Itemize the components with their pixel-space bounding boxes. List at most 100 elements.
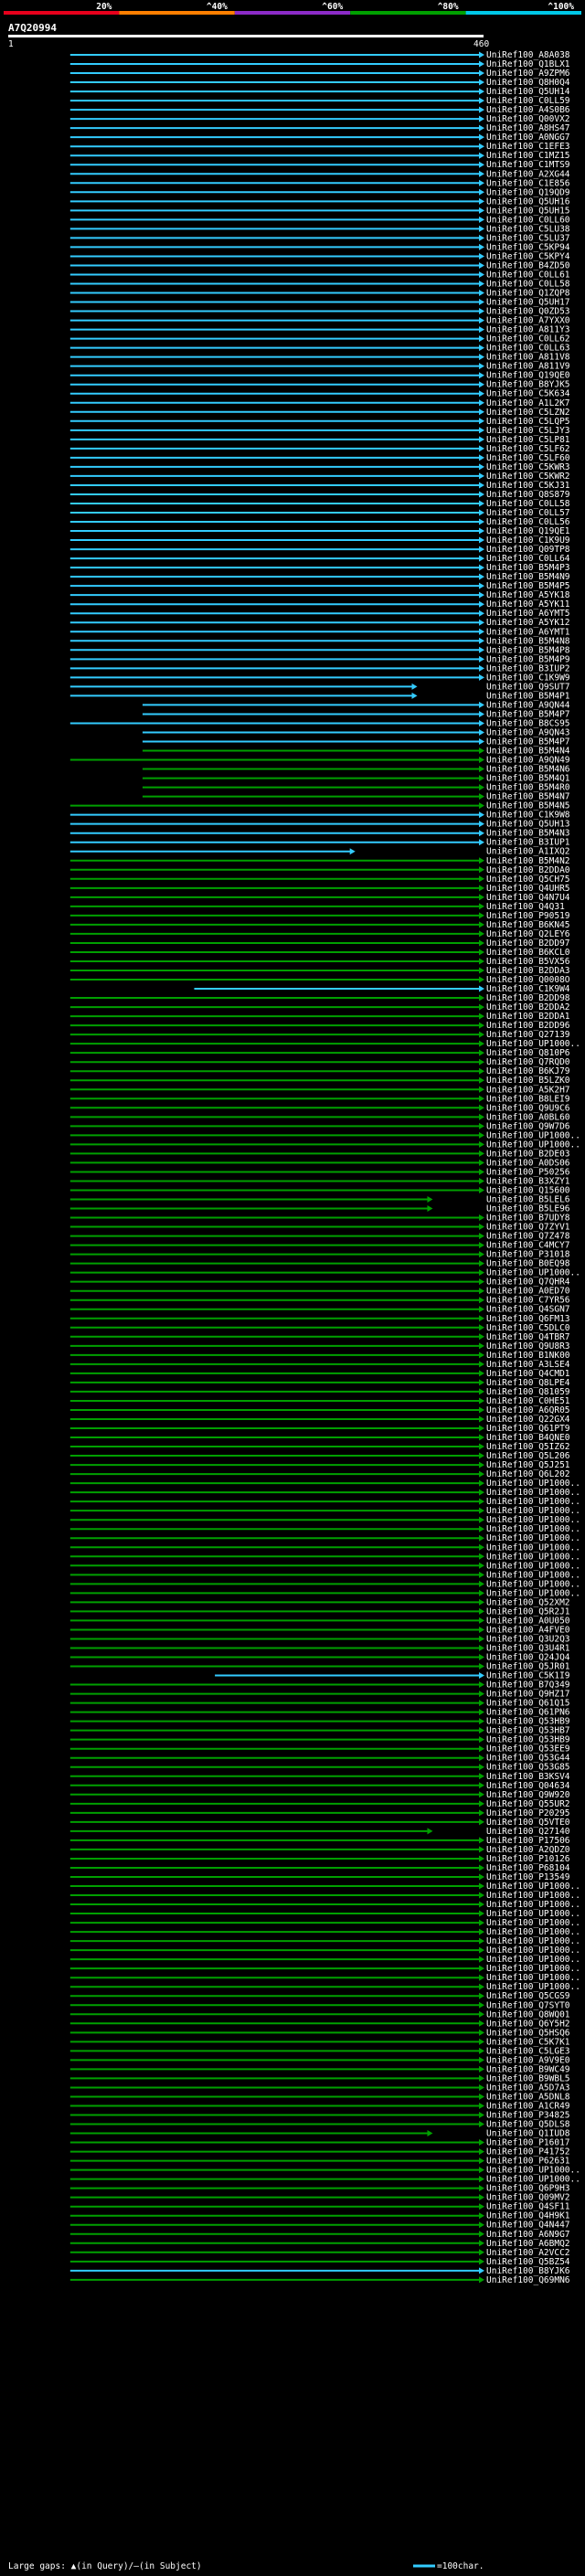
hit-label[interactable]: UniRef100_C1E856 xyxy=(486,178,570,188)
hit-label[interactable]: UniRef100_A5YK18 xyxy=(486,590,570,600)
hit-row[interactable]: UniRef100_Q5UH14 xyxy=(69,87,570,97)
hit-label[interactable]: UniRef100_Q52XM2 xyxy=(486,1597,570,1607)
hit-row[interactable]: UniRef100_UP1000.. xyxy=(69,1552,580,1562)
hit-label[interactable]: UniRef100_Q0ZD53 xyxy=(486,307,570,317)
hit-label[interactable]: UniRef100_P13549 xyxy=(486,1872,570,1882)
hit-label[interactable]: UniRef100_C5KWR3 xyxy=(486,462,570,472)
hit-label[interactable]: UniRef100_P10126 xyxy=(486,1854,570,1864)
hit-label[interactable]: UniRef100_Q27140 xyxy=(486,1827,570,1837)
hit-label[interactable]: UniRef100_UP1000.. xyxy=(486,1936,580,1946)
hit-row[interactable]: UniRef100_UP1000.. xyxy=(69,1515,580,1525)
hit-label[interactable]: UniRef100_Q9U9C6 xyxy=(486,1103,570,1113)
hit-label[interactable]: UniRef100_UP1000.. xyxy=(486,1561,580,1571)
hit-row[interactable]: UniRef100_Q4SF11 xyxy=(69,2202,570,2212)
hit-row[interactable]: UniRef100_UP1000.. xyxy=(69,1882,580,1892)
hit-row[interactable]: UniRef100_B5M4N3 xyxy=(69,829,570,839)
hit-row[interactable]: UniRef100_Q53HB9 xyxy=(69,1717,570,1727)
hit-row[interactable]: UniRef100_A0DS06 xyxy=(69,1158,570,1168)
hit-label[interactable]: UniRef100_B5VX56 xyxy=(486,957,570,967)
hit-label[interactable]: UniRef100_C5DLC0 xyxy=(486,1323,570,1333)
hit-label[interactable]: UniRef100_A9QN49 xyxy=(486,756,570,766)
hit-row[interactable]: UniRef100_P68104 xyxy=(69,1863,570,1873)
hit-label[interactable]: UniRef100_B9WC49 xyxy=(486,2064,570,2074)
hit-label[interactable]: UniRef100_A0ED70 xyxy=(486,1287,570,1297)
hit-label[interactable]: UniRef100_A1CR49 xyxy=(486,2101,570,2111)
hit-row[interactable]: UniRef100_B8YJK5 xyxy=(69,380,570,390)
hit-row[interactable]: UniRef100_Q53G85 xyxy=(69,1763,570,1773)
hit-label[interactable]: UniRef100_Q19QD9 xyxy=(486,187,570,197)
hit-row[interactable]: UniRef100_B5M4N8 xyxy=(69,636,570,646)
hit-label[interactable]: UniRef100_C5K1I9 xyxy=(486,1671,570,1681)
hit-row[interactable]: UniRef100_C5KPY4 xyxy=(69,251,570,261)
hit-label[interactable]: UniRef100_Q3U2Q3 xyxy=(486,1634,570,1644)
hit-label[interactable]: UniRef100_B2DE03 xyxy=(486,1149,570,1159)
hit-row[interactable]: UniRef100_A4S0B6 xyxy=(69,105,570,115)
hit-row[interactable]: UniRef100_Q61PN6 xyxy=(69,1708,570,1718)
hit-label[interactable]: UniRef100_Q3U4R1 xyxy=(486,1643,570,1653)
hit-row[interactable]: UniRef100_P20295 xyxy=(69,1808,570,1818)
hit-label[interactable]: UniRef100_A9ZPM6 xyxy=(486,69,570,79)
hit-label[interactable]: UniRef100_A4S0B6 xyxy=(486,105,570,115)
hit-label[interactable]: UniRef100_Q9W7D6 xyxy=(486,1121,570,1131)
hit-row[interactable]: UniRef100_Q27140 xyxy=(69,1827,570,1837)
hit-row[interactable]: UniRef100_Q6FM13 xyxy=(69,1314,570,1324)
hit-row[interactable]: UniRef100_Q9U9C6 xyxy=(69,1103,570,1113)
hit-label[interactable]: UniRef100_UP1000.. xyxy=(486,1130,580,1140)
hit-row[interactable]: UniRef100_Q8H0Q4 xyxy=(69,78,570,88)
hit-row[interactable]: UniRef100_A0ED70 xyxy=(69,1287,570,1297)
hit-row[interactable]: UniRef100_A7YXX0 xyxy=(69,316,570,326)
hit-label[interactable]: UniRef100_C1MZ15 xyxy=(486,151,570,161)
hit-row[interactable]: UniRef100_Q1ZQP8 xyxy=(69,289,570,299)
hit-row[interactable]: UniRef100_Q4TBR7 xyxy=(69,1332,570,1342)
hit-row[interactable]: UniRef100_A6QR05 xyxy=(69,1405,570,1415)
hit-row[interactable]: UniRef100_C0LL63 xyxy=(69,344,570,354)
hit-row[interactable]: UniRef100_Q6Y5H2 xyxy=(69,2019,570,2029)
hit-row[interactable]: UniRef100_B5LE96 xyxy=(69,1204,570,1214)
hit-label[interactable]: UniRef100_Q53HB9 xyxy=(486,1735,570,1745)
hit-row[interactable]: UniRef100_B2DD98 xyxy=(69,993,570,1003)
hit-row[interactable]: UniRef100_A6BMQ2 xyxy=(69,2239,570,2249)
hit-row[interactable]: UniRef100_Q8WQ01 xyxy=(69,2009,570,2019)
hit-row[interactable]: UniRef100_P50256 xyxy=(69,1167,570,1177)
hit-row[interactable]: UniRef100_UP1000.. xyxy=(69,1506,580,1516)
hit-row[interactable]: UniRef100_A6YMT1 xyxy=(69,627,570,637)
hit-label[interactable]: UniRef100_UP1000.. xyxy=(486,1488,580,1498)
hit-label[interactable]: UniRef100_P90519 xyxy=(486,911,570,921)
hit-label[interactable]: UniRef100_UP1000.. xyxy=(486,1497,580,1507)
hit-label[interactable]: UniRef100_A9QN43 xyxy=(486,727,570,737)
hit-label[interactable]: UniRef100_UP1000.. xyxy=(486,1964,580,1974)
hit-row[interactable]: UniRef100_Q5VTE0 xyxy=(69,1818,570,1828)
hit-row[interactable]: UniRef100_A4FVE0 xyxy=(69,1625,570,1635)
hit-row[interactable]: UniRef100_Q69MN6 xyxy=(69,2275,570,2285)
hit-label[interactable]: UniRef100_Q61PT9 xyxy=(486,1424,570,1434)
hit-label[interactable]: UniRef100_Q1ZQP8 xyxy=(486,289,570,299)
hit-label[interactable]: UniRef100_Q5UH14 xyxy=(486,87,570,97)
hit-label[interactable]: UniRef100_B5M4R0 xyxy=(486,783,570,793)
hit-row[interactable]: UniRef100_Q6L202 xyxy=(69,1469,570,1479)
hit-label[interactable]: UniRef100_Q61PN6 xyxy=(486,1708,570,1718)
hit-label[interactable]: UniRef100_C0LL62 xyxy=(486,334,570,345)
hit-row[interactable]: UniRef100_UP1000.. xyxy=(69,1524,580,1534)
hit-row[interactable]: UniRef100_C0LL62 xyxy=(69,334,570,345)
hit-row[interactable]: UniRef100_Q5UH13 xyxy=(69,820,570,830)
hit-label[interactable]: UniRef100_Q9SUT7 xyxy=(486,682,570,692)
hit-row[interactable]: UniRef100_C5LP81 xyxy=(69,435,570,445)
hit-label[interactable]: UniRef100_UP1000.. xyxy=(486,1982,580,1992)
hit-label[interactable]: UniRef100_B2DDA2 xyxy=(486,1002,570,1012)
hit-row[interactable]: UniRef100_A6YMT5 xyxy=(69,609,570,619)
hit-label[interactable]: UniRef100_UP1000.. xyxy=(486,1909,580,1919)
hit-label[interactable]: UniRef100_C0LL58 xyxy=(486,280,570,290)
hit-label[interactable]: UniRef100_B2DDA0 xyxy=(486,865,570,875)
hit-label[interactable]: UniRef100_B5M4N5 xyxy=(486,801,570,811)
hit-row[interactable]: UniRef100_B7Q349 xyxy=(69,1680,570,1691)
hit-row[interactable]: UniRef100_A1CR49 xyxy=(69,2101,570,2111)
hit-row[interactable]: UniRef100_B5M4P8 xyxy=(69,645,570,655)
hit-label[interactable]: UniRef100_UP1000.. xyxy=(486,1882,580,1892)
hit-label[interactable]: UniRef100_Q8LPE4 xyxy=(486,1378,570,1388)
hit-row[interactable]: UniRef100_Q5IZ62 xyxy=(69,1442,570,1452)
hit-label[interactable]: UniRef100_A0BL60 xyxy=(486,1112,570,1122)
hit-row[interactable]: UniRef100_UP1000.. xyxy=(69,1891,580,1901)
hit-label[interactable]: UniRef100_A811Y3 xyxy=(486,325,570,335)
hit-label[interactable]: UniRef100_B5M4P3 xyxy=(486,563,570,573)
hit-label[interactable]: UniRef100_Q5J251 xyxy=(486,1460,570,1470)
